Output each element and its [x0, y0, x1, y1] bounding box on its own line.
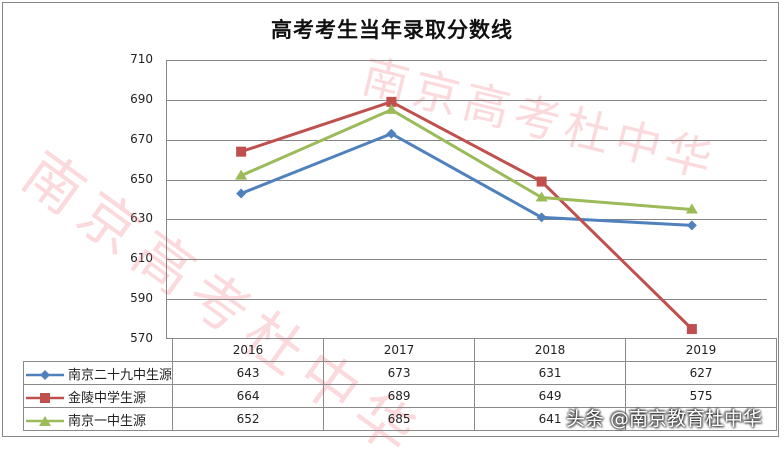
triangle-marker-icon — [235, 169, 248, 180]
square-marker-icon — [536, 176, 547, 187]
y-tick-630: 630 — [130, 211, 153, 225]
table-cell: 641 — [474, 407, 627, 431]
y-tick-650: 650 — [130, 172, 153, 186]
gridlines — [166, 60, 767, 339]
square-marker-icon — [26, 393, 64, 403]
col-2019: 2019 — [625, 338, 778, 362]
table-cell — [625, 407, 778, 431]
table-cell: 689 — [323, 384, 476, 408]
legend-entry-nj29: 南京二十九中生源 — [22, 361, 174, 385]
table-row: 金陵中学生源 664 689 649 575 — [22, 384, 778, 408]
table-cell: 664 — [172, 384, 325, 408]
y-tick-610: 610 — [130, 251, 153, 265]
y-tick-590: 590 — [130, 291, 153, 305]
legend-label: 南京二十九中生源 — [68, 367, 173, 383]
chart-title: 高考考生当年录取分数线 — [271, 17, 513, 42]
series-diamond — [236, 128, 697, 231]
table-cell: 627 — [625, 361, 778, 385]
diamond-marker-icon — [236, 188, 247, 199]
plot-area — [166, 60, 767, 339]
diamond-marker-icon — [686, 220, 697, 231]
diamond-marker-icon — [536, 212, 547, 223]
table-cell: 643 — [172, 361, 325, 385]
triangle-marker-icon — [685, 203, 698, 214]
table-row: 南京二十九中生源 643 673 631 627 — [22, 361, 778, 385]
triangle-marker-icon — [26, 416, 64, 426]
table-cell: 575 — [625, 384, 778, 408]
diamond-marker-icon — [386, 128, 397, 139]
square-marker-icon — [236, 146, 247, 157]
y-tick-710: 710 — [130, 52, 153, 66]
legend-label: 南京一中生源 — [68, 413, 147, 429]
table-row: 南京一中生源 652 685 641 — [22, 407, 778, 431]
y-tick-670: 670 — [130, 132, 153, 146]
legend-entry-nj1: 南京一中生源 — [22, 407, 174, 431]
table-cell: 652 — [172, 407, 325, 431]
table-header-row: 2016 2017 2018 2019 — [23, 338, 778, 362]
triangle-marker-icon — [535, 191, 548, 202]
square-marker-icon — [686, 324, 697, 335]
series-square — [236, 96, 697, 335]
diamond-marker-icon — [26, 370, 64, 380]
legend-label: 金陵中学生源 — [68, 390, 147, 406]
triangle-marker-icon — [385, 103, 398, 114]
col-2017: 2017 — [323, 338, 476, 362]
table-cell: 685 — [323, 407, 476, 431]
legend-entry-jinling: 金陵中学生源 — [22, 384, 174, 408]
col-2018: 2018 — [474, 338, 627, 362]
table-cell: 673 — [323, 361, 476, 385]
series-triangle — [235, 103, 698, 214]
y-tick-690: 690 — [130, 92, 153, 106]
source-badge: 头条 @南京教育杜中华 — [566, 408, 763, 430]
col-2016: 2016 — [172, 338, 325, 362]
data-table: 2016 2017 2018 2019 南京二十九中生源 643 673 631… — [22, 338, 778, 431]
square-marker-icon — [386, 96, 397, 107]
table-cell: 631 — [474, 361, 627, 385]
